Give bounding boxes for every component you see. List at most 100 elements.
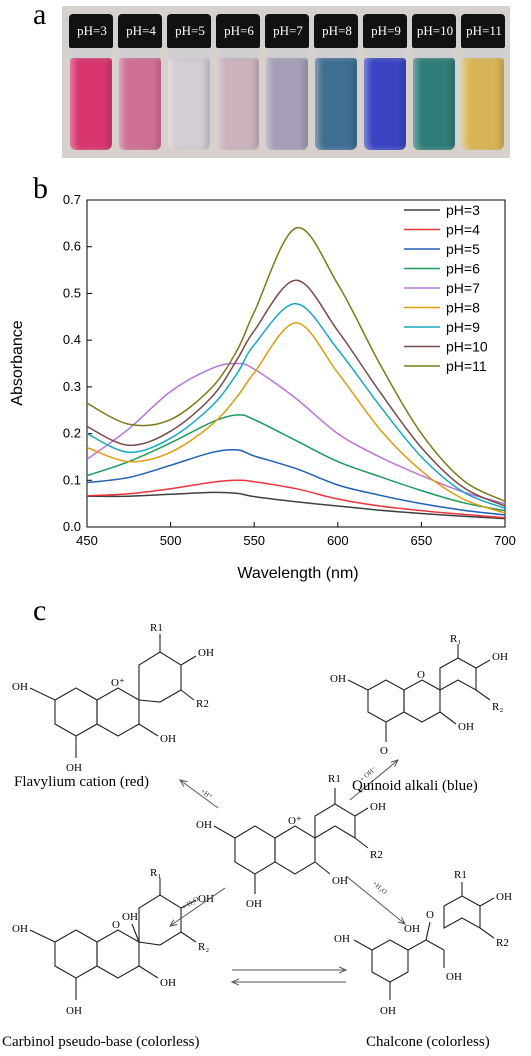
quinoid-r2: R₂ [492, 701, 503, 713]
vial-label: pH=5 [175, 23, 205, 38]
central-oh-7: OH [196, 819, 212, 831]
vial: pH=8 [313, 14, 359, 152]
carbinol-oh-2: OH [122, 911, 138, 923]
vial: pH=3 [68, 14, 114, 152]
vial-neck [365, 48, 405, 58]
panel-label-c: c [33, 594, 47, 627]
y-tick-label: 0.7 [63, 192, 81, 207]
series-line [86, 448, 506, 516]
vial-photo: pH=3 pH=4 pH=5 pH=6 pH=7 pH=8 pH=9 pH=10 pH=11 [62, 6, 510, 158]
vial-solution [364, 58, 406, 150]
chalcone-oh-4p: OH [496, 891, 512, 903]
x-tick-label: 700 [494, 533, 516, 548]
arrow-label-h2o-right: +H₂O [371, 879, 389, 896]
flavylium-oh-7: OH [12, 681, 28, 693]
arrow-to-quinoid [349, 760, 398, 801]
vial-solution [266, 58, 308, 150]
quinoid-oh-3: OH [458, 721, 474, 733]
vial: pH=10 [411, 14, 457, 152]
arrow-label-h2o-left: + H₂O [181, 895, 201, 912]
vial-cap: pH=7 [265, 14, 309, 48]
carbinol-oh-3: OH [160, 977, 176, 989]
arrow-label-h: +H⁺ [199, 787, 214, 801]
vial-label: pH=11 [466, 23, 502, 38]
y-tick-label: 0.0 [63, 519, 81, 534]
series-line [86, 479, 506, 519]
chart-ylabel: Absorbance [9, 320, 26, 405]
carbinol-structure [29, 878, 197, 1000]
legend-label: pH=8 [446, 300, 480, 316]
central-oh-5: OH [246, 898, 262, 910]
vial: pH=9 [362, 14, 408, 152]
vial: pH=6 [215, 14, 261, 152]
x-tick-label: 600 [327, 533, 349, 548]
vial-solution [315, 58, 357, 150]
vial-cap: pH=10 [412, 14, 456, 48]
central-r1: R1 [328, 773, 341, 785]
vial-solution [119, 58, 161, 150]
legend-label: pH=3 [446, 202, 480, 218]
flavylium-r1: R1 [150, 622, 163, 634]
vial-solution [462, 58, 504, 150]
vial-neck [71, 48, 111, 58]
carbinol-oh-4p: OH [198, 893, 214, 905]
vial: pH=4 [117, 14, 163, 152]
series-line [86, 302, 506, 510]
vial-solution [217, 58, 259, 150]
series-line [86, 322, 506, 514]
quinoid-structure [347, 644, 491, 742]
vial-cap: pH=9 [363, 14, 407, 48]
legend-label: pH=7 [446, 280, 480, 296]
vial-neck [463, 48, 503, 58]
legend-label: pH=9 [446, 319, 480, 335]
caption-carbinol: Carbinol pseudo-base (colorless) [2, 1034, 200, 1050]
flavylium-oh-5: OH [66, 762, 82, 774]
chalcone-oh-left: OH [334, 933, 350, 945]
vial: pH=11 [460, 14, 506, 152]
chalcone-structure [353, 882, 495, 1000]
y-tick-label: 0.1 [63, 472, 81, 487]
series-line [86, 414, 506, 512]
flavylium-oh-3: OH [160, 733, 176, 745]
vial-label: pH=8 [322, 23, 352, 38]
vial-label: pH=6 [224, 23, 254, 38]
vial-label: pH=9 [371, 23, 401, 38]
y-tick-label: 0.4 [63, 332, 81, 347]
y-tick-label: 0.3 [63, 379, 81, 394]
central-oh-4p: OH [370, 801, 386, 813]
carbinol-r1: R₁ [150, 867, 161, 879]
panel-label-a: a [33, 0, 47, 31]
x-tick-label: 550 [243, 533, 265, 548]
vial-neck [169, 48, 209, 58]
y-tick-label: 0.2 [63, 426, 81, 441]
vial: pH=5 [166, 14, 212, 152]
vial-label: pH=7 [273, 23, 303, 38]
vial-cap: pH=11 [461, 14, 505, 48]
vial-cap: pH=5 [167, 14, 211, 48]
chalcone-o: O [426, 909, 434, 921]
x-tick-label: 500 [160, 533, 182, 548]
legend-label: pH=6 [446, 261, 480, 277]
vial-neck [218, 48, 258, 58]
chalcone-oh-enol: OH [446, 971, 462, 983]
vial-neck [414, 48, 454, 58]
chalcone-oh-bottom: OH [380, 1005, 396, 1017]
flavylium-oh-4p: OH [198, 647, 214, 659]
carbinol-r2: R₂ [198, 941, 209, 953]
legend-label: pH=11 [446, 358, 487, 374]
central-structure [213, 788, 369, 894]
quinoid-o-keto: O [380, 745, 388, 757]
series-line [86, 279, 506, 507]
panel-label-b: b [33, 172, 48, 205]
chalcone-r1: R1 [454, 869, 467, 881]
plot-frame [86, 199, 506, 528]
vial-cap: pH=8 [314, 14, 358, 48]
caption-flavylium: Flavylium cation (red) [14, 774, 149, 790]
vial-label: pH=4 [126, 23, 156, 38]
legend-label: pH=5 [446, 241, 480, 257]
vial-label: pH=10 [416, 23, 454, 38]
flavylium-r2: R2 [196, 698, 209, 710]
chart-xlabel: Wavelength (nm) [237, 565, 358, 582]
central-oh-3: OH [332, 875, 348, 887]
vial-neck [316, 48, 356, 58]
